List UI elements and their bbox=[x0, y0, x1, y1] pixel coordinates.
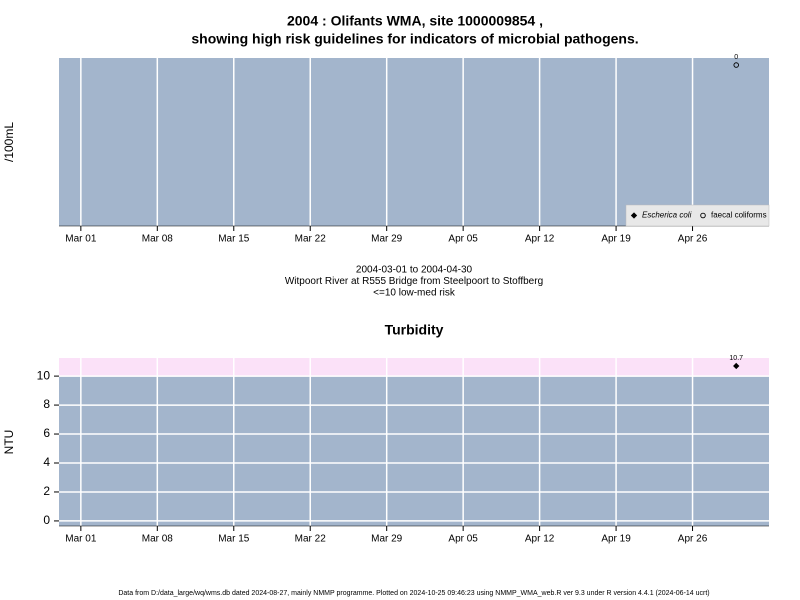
point bbox=[733, 362, 740, 370]
chart-title: Turbidity bbox=[385, 322, 444, 338]
y-tick-label: 2 bbox=[43, 484, 50, 498]
x-tick-label: Mar 15 bbox=[218, 534, 250, 545]
y-tick-label: 10 bbox=[37, 368, 51, 382]
point bbox=[733, 62, 739, 68]
x-tick-label: Apr 05 bbox=[448, 234, 478, 245]
x-tick-label: Apr 26 bbox=[678, 234, 708, 245]
y-axis-label: /100mL bbox=[2, 122, 16, 162]
x-tick-label: Mar 29 bbox=[371, 534, 403, 545]
caption-line: <=10 low-med risk bbox=[373, 288, 456, 299]
x-tick-label: Apr 05 bbox=[448, 534, 478, 545]
point bbox=[630, 212, 638, 219]
plot-background bbox=[59, 358, 769, 526]
x-tick-label: Apr 26 bbox=[678, 534, 708, 545]
x-tick-label: Mar 01 bbox=[65, 234, 97, 245]
x-tick-label: Mar 08 bbox=[142, 234, 174, 245]
x-tick-label: Apr 12 bbox=[525, 234, 555, 245]
legend-box bbox=[625, 204, 770, 227]
chart-title: 2004 : Olifants WMA, site 1000009854 , bbox=[287, 13, 543, 29]
legend-label: faecal coliforms bbox=[711, 211, 767, 220]
y-tick-label: 4 bbox=[43, 455, 50, 469]
x-tick-label: Mar 22 bbox=[295, 234, 327, 245]
chart-subtitle: showing high risk guidelines for indicat… bbox=[191, 31, 638, 47]
legend-label: Escherica coli bbox=[642, 211, 692, 220]
caption-line: 2004-03-01 to 2004-04-30 bbox=[356, 265, 473, 276]
caption-line: Witpoort River at R555 Bridge from Steel… bbox=[285, 276, 543, 287]
data-label: 10.7 bbox=[729, 355, 743, 362]
guideline-band bbox=[59, 358, 769, 377]
x-tick-label: Mar 15 bbox=[218, 234, 250, 245]
x-tick-label: Apr 19 bbox=[601, 534, 631, 545]
y-axis-label: NTU bbox=[2, 430, 16, 455]
footer: Data from D:/data_large/wq/wms.db dated … bbox=[118, 590, 709, 597]
x-tick-label: Mar 08 bbox=[142, 534, 174, 545]
x-tick-label: Apr 19 bbox=[601, 234, 631, 245]
plot-background bbox=[59, 58, 769, 226]
data-label: 0 bbox=[734, 54, 738, 61]
x-tick-label: Mar 01 bbox=[65, 534, 97, 545]
y-tick-label: 0 bbox=[43, 513, 50, 527]
point bbox=[700, 212, 706, 219]
y-tick-label: 6 bbox=[43, 426, 50, 440]
x-tick-label: Mar 29 bbox=[371, 234, 403, 245]
x-tick-label: Mar 22 bbox=[295, 534, 327, 545]
y-tick-label: 8 bbox=[43, 397, 50, 411]
x-tick-label: Apr 12 bbox=[525, 534, 555, 545]
